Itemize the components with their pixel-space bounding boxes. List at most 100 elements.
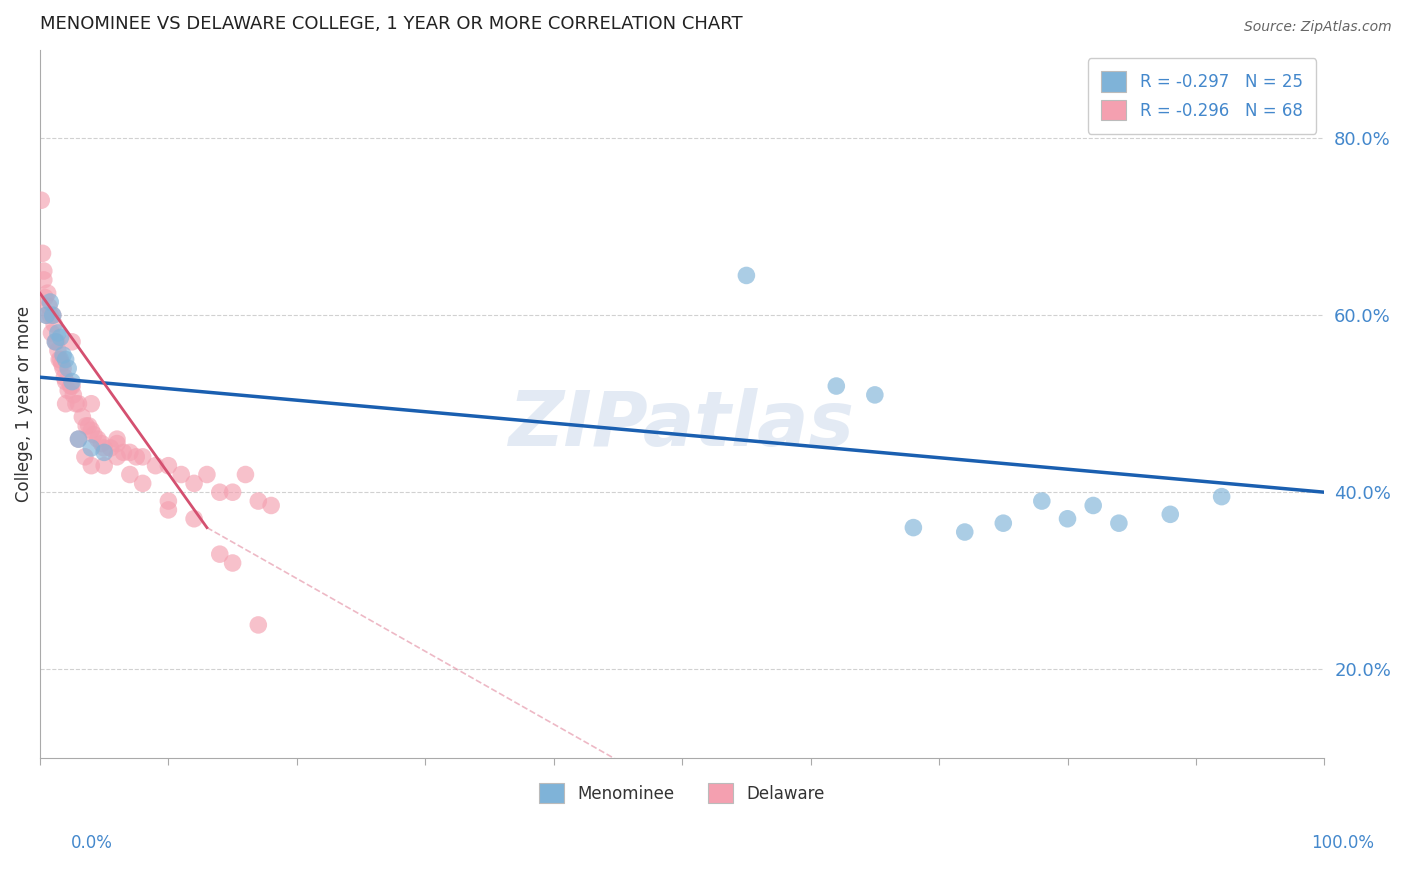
Point <box>52 361 75 376</box>
Point <box>863 388 886 402</box>
Point <box>53 370 76 384</box>
Point <box>87 432 110 446</box>
Point <box>195 467 218 482</box>
Point <box>1159 508 1181 522</box>
Point <box>59 379 82 393</box>
Text: 100.0%: 100.0% <box>1312 834 1374 852</box>
Point <box>903 520 925 534</box>
Point <box>39 295 62 310</box>
Point <box>157 503 180 517</box>
Point <box>42 317 65 331</box>
Point <box>42 308 65 322</box>
Point <box>93 445 115 459</box>
Point <box>39 308 62 322</box>
Point <box>32 264 55 278</box>
Point <box>1083 499 1105 513</box>
Point <box>145 458 167 473</box>
Y-axis label: College, 1 year or more: College, 1 year or more <box>15 306 32 502</box>
Point <box>208 485 231 500</box>
Point <box>83 427 105 442</box>
Point <box>60 375 83 389</box>
Point <box>35 308 58 322</box>
Text: Source: ZipAtlas.com: Source: ZipAtlas.com <box>1244 20 1392 34</box>
Point <box>105 450 128 464</box>
Point <box>80 423 103 437</box>
Text: 0.0%: 0.0% <box>70 834 112 852</box>
Point <box>46 343 69 358</box>
Point <box>52 348 75 362</box>
Point <box>247 494 270 508</box>
Point <box>1211 490 1233 504</box>
Point <box>105 432 128 446</box>
Point <box>44 334 66 349</box>
Text: ZIPatlas: ZIPatlas <box>509 388 855 462</box>
Point <box>735 268 758 283</box>
Point <box>208 547 231 561</box>
Point <box>67 432 90 446</box>
Point <box>183 476 205 491</box>
Point <box>32 273 55 287</box>
Point <box>247 618 270 632</box>
Point <box>235 467 257 482</box>
Point <box>77 418 100 433</box>
Point <box>131 476 153 491</box>
Point <box>38 300 60 314</box>
Point <box>30 193 52 207</box>
Point <box>35 308 58 322</box>
Point <box>93 441 115 455</box>
Point <box>157 458 180 473</box>
Point <box>55 397 77 411</box>
Point <box>62 388 84 402</box>
Point <box>221 485 243 500</box>
Point <box>105 436 128 450</box>
Point <box>49 330 72 344</box>
Point <box>118 445 141 459</box>
Point <box>67 397 90 411</box>
Point <box>1031 494 1053 508</box>
Point <box>80 458 103 473</box>
Point <box>118 467 141 482</box>
Point <box>72 409 94 424</box>
Point <box>67 432 90 446</box>
Point <box>953 524 976 539</box>
Point <box>1108 516 1130 531</box>
Text: MENOMINEE VS DELAWARE COLLEGE, 1 YEAR OR MORE CORRELATION CHART: MENOMINEE VS DELAWARE COLLEGE, 1 YEAR OR… <box>39 15 742 33</box>
Point <box>58 384 80 398</box>
Point <box>80 441 103 455</box>
Point <box>55 352 77 367</box>
Point <box>42 308 65 322</box>
Point <box>60 379 83 393</box>
Point <box>80 397 103 411</box>
Point <box>75 418 97 433</box>
Point <box>37 286 59 301</box>
Point <box>49 352 72 367</box>
Point <box>112 445 135 459</box>
Point <box>183 512 205 526</box>
Point <box>73 450 96 464</box>
Point <box>55 375 77 389</box>
Point <box>45 334 67 349</box>
Point <box>65 397 87 411</box>
Point <box>46 326 69 340</box>
Point <box>170 467 193 482</box>
Point <box>31 246 53 260</box>
Point <box>60 334 83 349</box>
Point <box>34 291 56 305</box>
Point <box>157 494 180 508</box>
Point <box>221 556 243 570</box>
Point <box>131 450 153 464</box>
Point <box>1056 512 1078 526</box>
Point <box>125 450 148 464</box>
Point <box>93 458 115 473</box>
Legend: Menominee, Delaware: Menominee, Delaware <box>526 770 838 816</box>
Point <box>48 352 70 367</box>
Point <box>58 361 80 376</box>
Point <box>100 441 122 455</box>
Point <box>993 516 1015 531</box>
Point <box>44 334 66 349</box>
Point <box>51 357 73 371</box>
Point <box>260 499 283 513</box>
Point <box>41 326 63 340</box>
Point <box>90 436 112 450</box>
Point <box>825 379 848 393</box>
